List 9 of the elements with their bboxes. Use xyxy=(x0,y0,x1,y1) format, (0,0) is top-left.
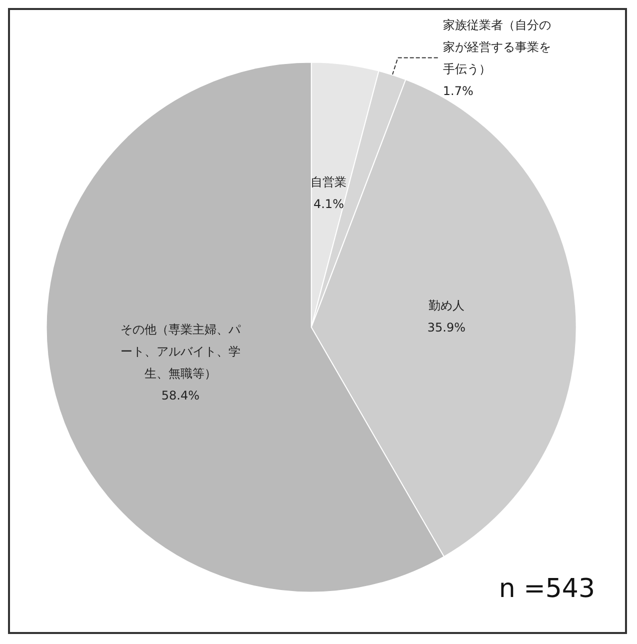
data-label: 35.9% xyxy=(427,320,466,334)
slice-label: 勤め人 xyxy=(428,298,464,312)
text: n =543 xyxy=(498,574,595,604)
slice-label: その他（専業主婦、パート、アルバイト、学生、無職等） xyxy=(120,322,242,380)
data-label: 58.4% xyxy=(161,388,200,402)
slice-label: 自営業 xyxy=(310,174,347,189)
data-label: 1.7% xyxy=(442,84,474,98)
slice-label: 家族従業者（自分の家が経営する事業を手伝う） xyxy=(442,18,551,76)
data-label: 4.1% xyxy=(313,196,344,211)
